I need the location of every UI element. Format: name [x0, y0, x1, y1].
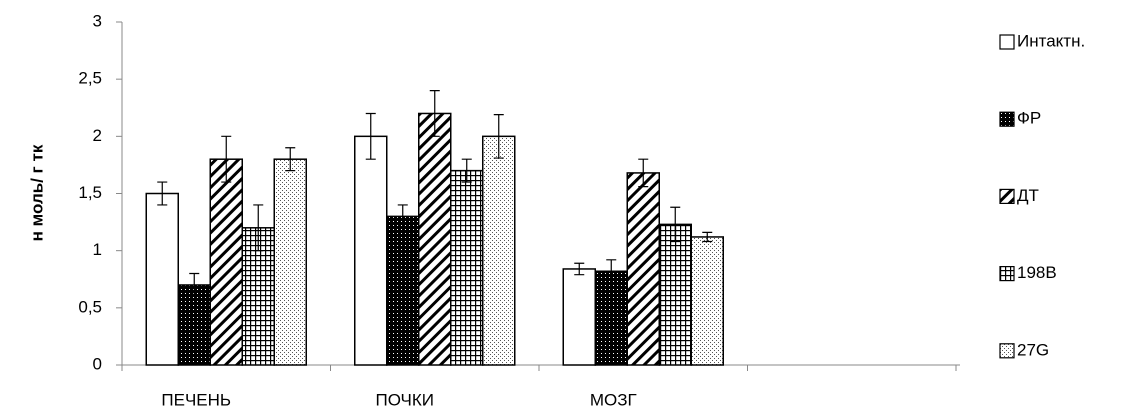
bar — [209, 158, 243, 366]
y-tick-label: 0 — [93, 354, 102, 373]
error-bar — [702, 231, 713, 243]
error-bar — [429, 90, 440, 137]
legend-label: Интактн. — [1017, 31, 1085, 50]
error-bar — [221, 135, 232, 183]
error-bar — [638, 158, 649, 188]
y-axis-label: н моль/ г тк — [27, 144, 46, 241]
legend-swatch — [999, 266, 1015, 282]
y-tick-label: 0,5 — [78, 297, 102, 316]
error-bar — [189, 272, 200, 297]
legend-label: ФР — [1017, 109, 1041, 128]
y-tick-label: 2,5 — [78, 69, 102, 88]
legend-label: 198B — [1017, 263, 1057, 282]
x-tick-label: ПЕЧЕНЬ — [161, 390, 231, 409]
bar — [594, 270, 628, 366]
bar — [145, 192, 179, 366]
legend-swatch — [999, 343, 1015, 359]
legend-label: 27G — [1017, 340, 1049, 359]
x-tick-label: МОЗГ — [590, 390, 637, 409]
error-bar — [606, 259, 617, 284]
bar — [658, 223, 692, 366]
bar — [690, 236, 724, 366]
error-bar — [670, 206, 681, 243]
legend-label: ДТ — [1017, 186, 1039, 205]
bar — [177, 284, 211, 366]
error-bar — [253, 204, 264, 252]
error-bar — [493, 114, 504, 159]
bar — [562, 268, 596, 366]
y-tick-label: 3 — [93, 11, 102, 30]
error-bar — [461, 158, 472, 183]
y-tick-label: 1,5 — [78, 183, 102, 202]
error-bar — [285, 147, 296, 172]
bar — [386, 215, 420, 366]
y-tick-label: 2 — [93, 126, 102, 145]
error-bar — [157, 181, 168, 206]
error-bar — [365, 112, 376, 160]
bar — [354, 135, 388, 366]
error-bar — [397, 204, 408, 229]
legend-swatch — [999, 111, 1015, 127]
error-bar — [574, 262, 585, 276]
y-tick-label: 1 — [93, 240, 102, 259]
bar — [626, 172, 660, 366]
x-tick-label: ПОЧКИ — [375, 390, 434, 409]
legend-swatch — [999, 34, 1015, 50]
legend-swatch — [999, 188, 1015, 204]
bar — [482, 135, 516, 366]
bar — [418, 112, 452, 366]
bar — [273, 158, 307, 366]
bar — [450, 169, 484, 366]
